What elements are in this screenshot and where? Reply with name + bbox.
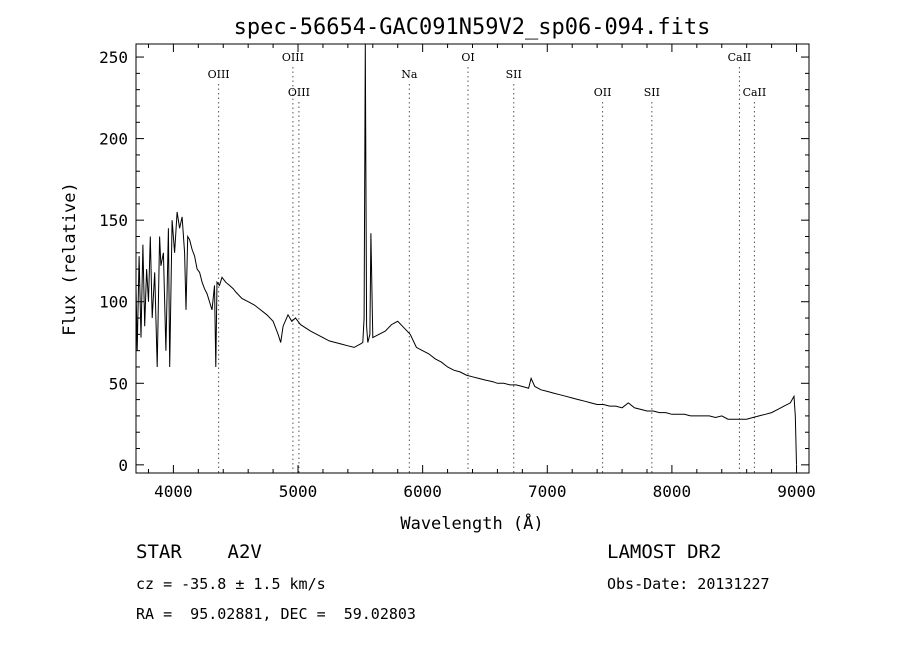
x-axis-label: Wavelength (Å)	[400, 512, 543, 534]
sky-coordinates: RA = 95.02881, DEC = 59.02803	[136, 605, 416, 623]
spectral-line-label: OIII	[208, 68, 230, 81]
x-tick-label: 4000	[154, 482, 193, 501]
y-tick-label: 0	[118, 456, 128, 475]
spectral-line-label: CaII	[743, 86, 767, 99]
plot-frame	[135, 43, 810, 474]
y-tick-label: 200	[99, 130, 128, 149]
spectral-line-label: OIII	[282, 51, 304, 64]
spectral-line-label: CaII	[728, 51, 752, 64]
axis-ticks: 4000 5000 6000 7000 8000 9000 0 50 100 150 200 250	[99, 44, 816, 501]
y-tick-label: 100	[99, 293, 128, 312]
spectral-line-label: OIII	[288, 86, 310, 99]
y-axis-label: Flux (relative)	[60, 182, 80, 336]
spectral-line-markers: OIII OIII OIII Na OI SII OII SII CaII CaII	[208, 51, 767, 473]
y-tick-label: 50	[109, 374, 128, 393]
chart-title: spec-56654-GAC091N59V2_sp06-094.fits	[234, 15, 711, 40]
x-tick-label: 7000	[528, 482, 567, 501]
spectral-line-label: OI	[461, 51, 474, 64]
spectrum-series-line	[135, 43, 797, 465]
object-type: STAR A2V	[136, 541, 262, 563]
redshift-velocity: cz = -35.8 ± 1.5 km/s	[136, 575, 326, 593]
survey-name: LAMOST DR2	[607, 541, 722, 563]
observation-date: Obs-Date: 20131227	[607, 575, 770, 593]
x-tick-label: 5000	[279, 482, 318, 501]
spectral-line-label: OII	[594, 86, 612, 99]
x-tick-label: 8000	[653, 482, 692, 501]
x-tick-label: 6000	[403, 482, 442, 501]
spectral-line-label: Na	[401, 68, 418, 81]
x-tick-label: 9000	[777, 482, 816, 501]
spectral-line-label: SII	[506, 68, 522, 81]
spectral-line-label: SII	[644, 86, 660, 99]
y-tick-label: 150	[99, 211, 128, 230]
y-tick-label: 250	[99, 48, 128, 67]
